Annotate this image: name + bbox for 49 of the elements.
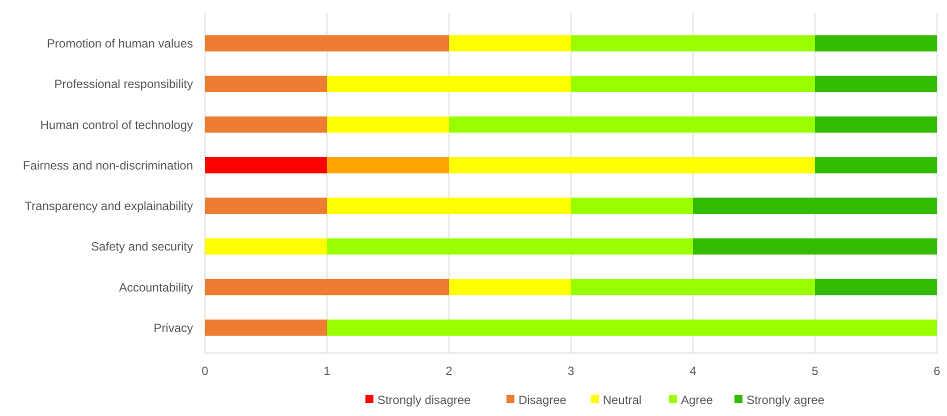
bar	[327, 238, 693, 255]
bar	[571, 35, 815, 52]
bar	[205, 76, 327, 92]
bar	[571, 76, 815, 92]
bar	[571, 198, 693, 214]
bar	[815, 278, 937, 296]
y-tick-label: Transparency and explainability	[24, 199, 193, 214]
x-tick-label: 0	[202, 364, 209, 378]
bar	[815, 76, 937, 92]
x-tick-label: 3	[568, 364, 575, 378]
bar	[205, 238, 327, 255]
legend-label: Disagree	[518, 393, 567, 408]
bar	[205, 198, 327, 214]
bar	[693, 238, 937, 255]
bar	[815, 116, 937, 133]
legend-label: Neutral	[602, 393, 642, 408]
bar	[449, 35, 571, 52]
x-tick-label: 6	[934, 364, 941, 378]
bar	[327, 320, 937, 336]
bar	[205, 116, 327, 133]
bar	[449, 157, 815, 174]
x-tick-label: 5	[812, 364, 819, 378]
bar	[449, 116, 815, 133]
y-tick-label: Privacy	[154, 320, 193, 335]
bar	[449, 278, 571, 296]
bar	[327, 76, 571, 92]
bar	[327, 198, 571, 214]
y-tick-label: Accountability	[118, 280, 193, 294]
bar	[815, 157, 937, 174]
x-tick-label: 2	[446, 364, 453, 378]
bar	[815, 35, 937, 52]
legend-label: Agree	[680, 393, 714, 408]
bar	[205, 157, 327, 174]
bar	[327, 116, 449, 133]
bar	[571, 278, 815, 296]
bar	[205, 278, 449, 296]
bar	[205, 35, 449, 52]
x-tick-label: 4	[690, 364, 697, 378]
y-tick-label: Professional responsibility	[54, 77, 193, 92]
bar	[693, 198, 937, 214]
y-tick-label: Human control of technology	[40, 118, 193, 132]
y-tick-label: Promotion of human values	[46, 36, 193, 51]
bar	[205, 320, 327, 336]
bar	[327, 157, 449, 174]
y-tick-label: Fairness and non-discrimination	[22, 158, 193, 172]
legend-label: Strongly disagree	[377, 393, 472, 408]
legend-label: Strongly agree	[746, 393, 825, 408]
y-tick-label: Safety and security	[90, 240, 193, 254]
x-tick-label: 1	[324, 364, 331, 378]
